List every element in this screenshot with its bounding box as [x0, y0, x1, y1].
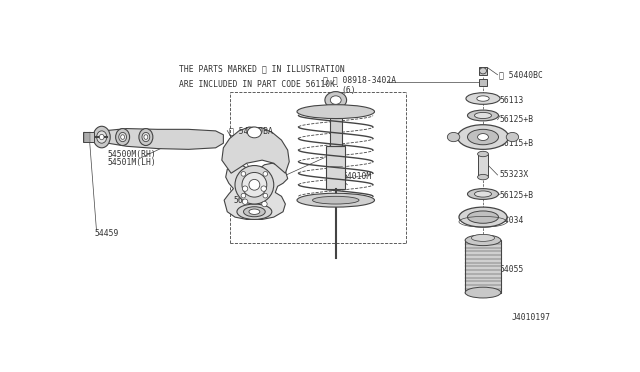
Ellipse shape: [248, 127, 261, 138]
Ellipse shape: [142, 132, 150, 142]
Ellipse shape: [465, 235, 501, 246]
Text: 54459: 54459: [95, 229, 119, 238]
Text: 54501M(LH): 54501M(LH): [108, 158, 156, 167]
Ellipse shape: [477, 151, 488, 157]
Ellipse shape: [119, 132, 127, 142]
Ellipse shape: [263, 171, 268, 176]
Ellipse shape: [241, 193, 246, 198]
Ellipse shape: [467, 129, 499, 145]
Text: 56125+B: 56125+B: [499, 190, 533, 199]
Text: 56115+B: 56115+B: [499, 139, 533, 148]
Ellipse shape: [447, 132, 460, 142]
Ellipse shape: [93, 126, 110, 148]
Ellipse shape: [116, 129, 129, 145]
Ellipse shape: [312, 196, 359, 204]
Ellipse shape: [477, 134, 488, 141]
Ellipse shape: [467, 110, 499, 121]
Text: ※ ⓝ 08918-3402A: ※ ⓝ 08918-3402A: [323, 75, 396, 84]
Text: ※ 54040BC: ※ 54040BC: [499, 70, 543, 79]
Bar: [477, 154, 488, 177]
Ellipse shape: [330, 96, 341, 104]
Bar: [83, 132, 94, 142]
Text: ARE INCLUDED IN PART CODE 56110K.: ARE INCLUDED IN PART CODE 56110K.: [179, 80, 340, 89]
Text: 54034: 54034: [499, 216, 524, 225]
Ellipse shape: [472, 234, 495, 241]
Ellipse shape: [465, 287, 501, 298]
Ellipse shape: [297, 193, 374, 207]
Bar: [479, 78, 487, 86]
Ellipse shape: [479, 68, 486, 74]
Ellipse shape: [467, 189, 499, 199]
Ellipse shape: [474, 191, 492, 197]
Ellipse shape: [474, 112, 492, 119]
Ellipse shape: [249, 209, 260, 214]
Ellipse shape: [97, 131, 107, 143]
Ellipse shape: [261, 186, 266, 191]
Ellipse shape: [237, 204, 272, 219]
Ellipse shape: [459, 207, 507, 227]
Bar: [479, 67, 487, 75]
Ellipse shape: [325, 92, 347, 109]
Text: 56110K: 56110K: [234, 196, 263, 205]
Ellipse shape: [243, 199, 248, 205]
Ellipse shape: [263, 193, 268, 198]
Text: 54500M(RH): 54500M(RH): [108, 150, 156, 158]
Ellipse shape: [297, 105, 374, 119]
Text: 54010M: 54010M: [343, 173, 372, 182]
Text: ※ 54040BA: ※ 54040BA: [229, 126, 273, 135]
Polygon shape: [224, 163, 288, 219]
Ellipse shape: [262, 201, 267, 207]
Ellipse shape: [144, 135, 148, 140]
Ellipse shape: [477, 96, 489, 101]
Bar: [330, 108, 342, 146]
Ellipse shape: [244, 207, 265, 217]
Text: (6): (6): [341, 86, 356, 95]
Ellipse shape: [241, 171, 246, 176]
Ellipse shape: [477, 174, 488, 180]
Ellipse shape: [506, 132, 518, 142]
Ellipse shape: [99, 134, 104, 140]
Ellipse shape: [235, 166, 274, 204]
Text: 54055: 54055: [499, 265, 524, 274]
Ellipse shape: [139, 129, 153, 145]
Text: 56125+B: 56125+B: [499, 115, 533, 124]
Ellipse shape: [466, 93, 500, 104]
Ellipse shape: [243, 186, 248, 191]
Ellipse shape: [121, 135, 125, 140]
Bar: [465, 240, 501, 293]
Polygon shape: [103, 129, 223, 150]
Text: 55323X: 55323X: [499, 170, 529, 179]
Polygon shape: [222, 127, 289, 173]
Ellipse shape: [458, 125, 509, 150]
Text: J4010197: J4010197: [511, 314, 550, 323]
Bar: [326, 146, 345, 189]
Text: THE PARTS MARKED ※ IN ILLUSTRATION: THE PARTS MARKED ※ IN ILLUSTRATION: [179, 65, 345, 74]
Ellipse shape: [249, 179, 260, 190]
Ellipse shape: [242, 173, 267, 197]
Ellipse shape: [467, 211, 499, 223]
Text: 56113: 56113: [499, 96, 524, 105]
